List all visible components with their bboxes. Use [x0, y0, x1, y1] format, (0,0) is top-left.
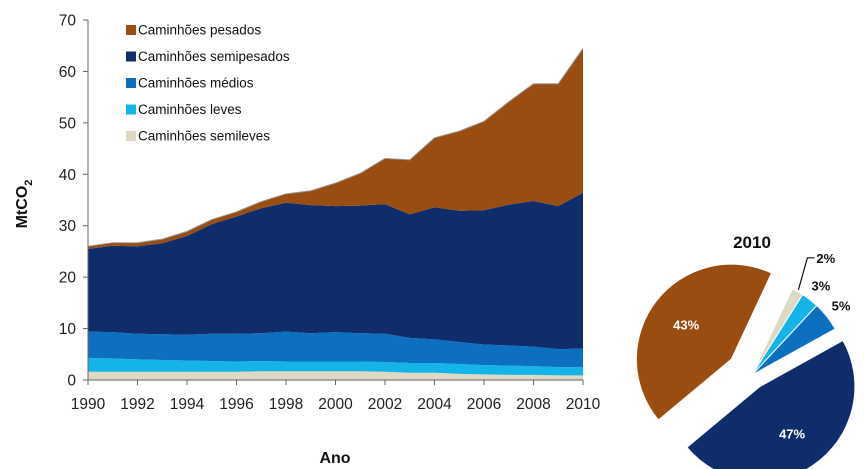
legend-swatch-caminhoes-semipesados: [126, 51, 136, 62]
pie-label-caminhoes-semipesados: 47%: [779, 427, 805, 442]
x-tick-label: 2004: [417, 396, 452, 413]
x-tick-label: 2000: [318, 396, 353, 413]
y-tick-label: 20: [59, 270, 77, 287]
pie-chart: 2% 3%5% 47% 43%: [635, 251, 856, 469]
y-tick-label: 0: [67, 373, 76, 390]
y-tick-label: 10: [59, 321, 77, 338]
legend-label-caminhoes-semileves: Caminhões semileves: [138, 129, 270, 144]
pie-label-caminhoes-leves: 3%: [812, 279, 831, 294]
area-chart-legend: Caminhões pesados Caminhões semipesados Ca…: [126, 23, 290, 144]
legend-label-caminhoes-leves: Caminhões leves: [138, 102, 242, 117]
y-axis-title: MtCO2: [14, 180, 35, 229]
x-tick-label: 1994: [170, 396, 205, 413]
pie-label-caminhoes-semileves: 2%: [816, 251, 835, 266]
area-series-caminhoes-semileves: [88, 371, 583, 380]
x-tick-label: 1992: [120, 396, 154, 413]
pie-leader-line: [797, 257, 815, 290]
y-axis-title-main: MtCO: [14, 186, 31, 229]
y-tick-label: 50: [59, 115, 77, 132]
y-axis-title-subscript: 2: [23, 180, 35, 186]
x-tick-label: 2002: [368, 396, 402, 413]
y-tick-label: 40: [59, 167, 77, 184]
x-tick-label: 1998: [269, 396, 303, 413]
pie-chart-title: 2010: [733, 233, 771, 252]
y-tick-label: 70: [59, 13, 77, 30]
area-series-layers: [87, 48, 584, 380]
pie-label-caminhoes-pesados: 43%: [673, 317, 699, 332]
area-series-caminhoes-medios: [88, 331, 583, 368]
x-tick-label: 1996: [219, 396, 253, 413]
area-series-caminhoes-leves: [88, 357, 583, 376]
legend-swatch-caminhoes-semileves: [126, 131, 136, 141]
legend-swatch-caminhoes-leves: [126, 104, 136, 115]
area-total-outline: [87, 48, 584, 247]
legend-label-caminhoes-medios: Caminhões médios: [138, 76, 254, 91]
area-chart-axes: 0 10 20 30 40 50 60 70 1990 1992 1994 1996 1998 2000 2…: [59, 13, 601, 414]
legend-swatch-caminhoes-medios: [126, 78, 136, 88]
x-tick-label: 2008: [516, 396, 550, 413]
area-series-caminhoes-pesados: [88, 48, 583, 249]
x-tick-label: 2006: [467, 396, 501, 413]
y-tick-label: 30: [59, 218, 77, 235]
area-series-caminhoes-semipesados: [88, 192, 583, 350]
x-tick-label: 1990: [71, 396, 106, 413]
pie-label-caminhoes-medios: 5%: [832, 298, 851, 313]
x-tick-label: 2010: [566, 396, 601, 413]
y-tick-label: 60: [59, 64, 77, 81]
pie-slice-caminhoes-medios: [751, 304, 836, 376]
pie-slice-caminhoes-semipesados: [686, 339, 856, 469]
legend-label-caminhoes-pesados: Caminhões pesados: [138, 23, 261, 38]
legend-label-caminhoes-semipesados: Caminhões semipesados: [138, 49, 290, 64]
x-axis-title: Ano: [319, 450, 350, 467]
pie-slice-caminhoes-pesados: [635, 263, 773, 421]
legend-swatch-caminhoes-pesados: [126, 25, 136, 35]
